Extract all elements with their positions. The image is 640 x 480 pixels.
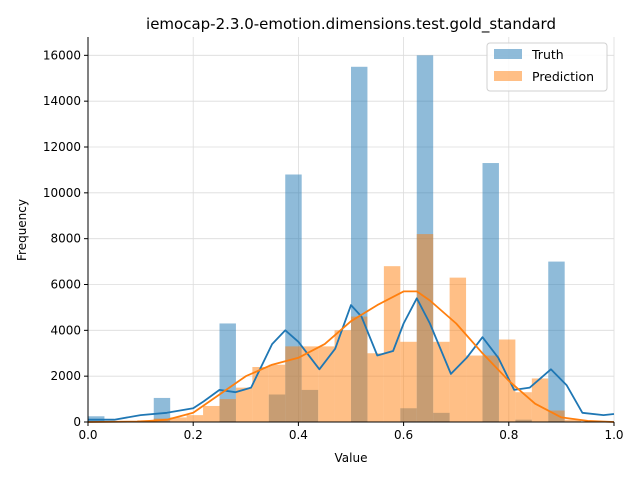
y-tick-label-2: 4000 [50, 323, 81, 337]
legend-label-prediction: Prediction [532, 69, 594, 84]
y-tick-label-1: 2000 [50, 369, 81, 383]
prediction-bar-18 [433, 341, 450, 422]
prediction-bar-19 [449, 277, 467, 422]
prediction-bar-13 [351, 316, 368, 422]
prediction-bar-4 [203, 405, 220, 422]
y-axis-label: Frequency [15, 199, 29, 261]
legend-label-truth: Truth [531, 47, 564, 62]
x-tick-label-3: 0.6 [394, 428, 413, 442]
y-tick-label-8: 16000 [43, 48, 81, 62]
prediction-bar-15 [383, 266, 401, 422]
y-tick-label-0: 0 [73, 415, 81, 429]
prediction-bar-5 [219, 399, 236, 422]
y-tick-label-5: 10000 [43, 186, 81, 200]
prediction-bar-12 [334, 330, 351, 422]
prediction-bar-3 [186, 415, 204, 422]
prediction-bar-17 [416, 234, 434, 422]
y-tick-label-6: 12000 [43, 140, 81, 154]
x-axis-ticks: 0.0 0.2 0.4 0.6 0.8 1.0 [78, 422, 624, 442]
x-tick-label-0: 0.0 [78, 428, 97, 442]
prediction-bar-24 [531, 378, 549, 422]
prediction-bars [137, 234, 582, 422]
x-tick-label-4: 0.8 [499, 428, 518, 442]
prediction-bar-9 [285, 346, 302, 422]
truth-kde-line [88, 297, 615, 421]
truth-bar-12 [548, 261, 565, 422]
prediction-bar-7 [252, 367, 269, 422]
prediction-bar-11 [318, 346, 335, 422]
chart-title: iemocap-2.3.0-emotion.dimensions.test.go… [146, 15, 556, 34]
legend-swatch-prediction [494, 71, 522, 81]
prediction-bar-20 [466, 355, 483, 422]
truth-bar-1 [153, 397, 171, 422]
prediction-bar-14 [367, 353, 384, 422]
legend: Truth Prediction [486, 42, 608, 92]
prediction-bar-22 [498, 339, 516, 422]
prediction-bar-2 [170, 417, 187, 422]
truth-bar-2 [219, 323, 236, 422]
prediction-bar-8 [268, 364, 286, 422]
prediction-kde-line [87, 290, 615, 423]
prediction-bar-26 [564, 419, 582, 422]
y-tick-label-3: 6000 [50, 278, 81, 292]
y-axis-ticks: 0 2000 4000 6000 8000 10000 12000 14000 16000 [43, 48, 88, 429]
prediction-bar-23 [515, 392, 532, 422]
x-tick-label-2: 0.4 [289, 428, 308, 442]
x-tick-label-5: 1.0 [604, 428, 623, 442]
prediction-bar-10 [301, 346, 319, 422]
prediction-bar-16 [400, 341, 417, 422]
prediction-bar-21 [482, 355, 499, 422]
prediction-bar-25 [548, 410, 565, 422]
kde-curves [87, 290, 615, 423]
x-axis-label: Value [335, 451, 368, 465]
x-tick-label-1: 0.2 [184, 428, 203, 442]
prediction-bar-6 [235, 387, 253, 422]
y-tick-label-7: 14000 [43, 94, 81, 108]
y-tick-label-4: 8000 [50, 232, 81, 246]
legend-swatch-truth [494, 49, 522, 59]
